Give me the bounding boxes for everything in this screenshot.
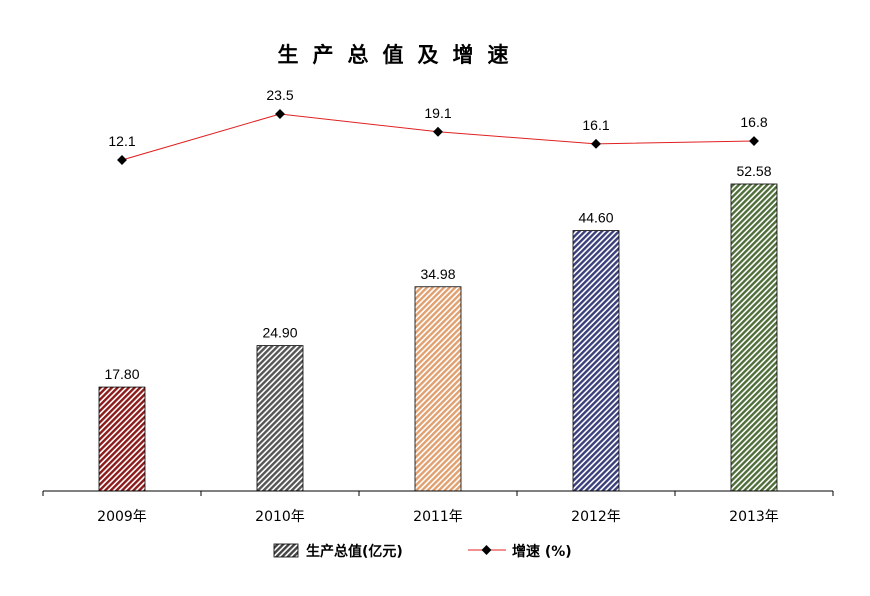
bar [256, 345, 304, 492]
bar-labels: 17.80 24.90 34.98 44.60 52.58 [104, 163, 771, 382]
bar [414, 286, 462, 492]
bar-series [98, 183, 778, 492]
line-value-label: 23.5 [266, 87, 293, 103]
line-point [433, 126, 443, 137]
bar-value-label: 34.98 [420, 266, 455, 282]
line-point [117, 155, 127, 165]
line-point [749, 136, 759, 146]
bar-value-label: 52.58 [736, 163, 771, 179]
legend-line-label: 增速 (%) [512, 543, 572, 560]
bar [730, 183, 778, 492]
bar [572, 230, 620, 492]
legend-bar-label: 生产总值(亿元) [306, 543, 403, 560]
x-axis: 2009年 2010年 2011年 2012年 2013年 [42, 490, 834, 525]
x-tick-label: 2013年 [729, 509, 779, 525]
line-value-label: 19.1 [424, 105, 451, 121]
line-series: 12.1 23.5 19.1 16.1 16.8 [108, 87, 768, 165]
bar-value-label: 44.60 [578, 210, 613, 226]
x-tick-label: 2011年 [413, 509, 463, 525]
x-tick-label: 2009年 [97, 509, 147, 525]
x-tick-label: 2010年 [255, 509, 305, 525]
growth-line [121, 113, 755, 161]
line-value-label: 16.8 [740, 114, 767, 130]
legend-line-marker [481, 545, 492, 555]
bar-value-label: 17.80 [104, 366, 139, 382]
line-value-label: 16.1 [582, 117, 609, 133]
bar-value-label: 24.90 [262, 325, 297, 341]
legend-bar-swatch [273, 543, 299, 558]
bar [98, 386, 146, 492]
legend: 生产总值(亿元) 增速 (%) [273, 543, 572, 560]
chart-title: 生产总值及增速 [278, 43, 523, 67]
x-tick-label: 2012年 [571, 509, 621, 525]
line-point [591, 138, 601, 149]
line-value-label: 12.1 [108, 133, 135, 149]
line-point [275, 109, 285, 119]
